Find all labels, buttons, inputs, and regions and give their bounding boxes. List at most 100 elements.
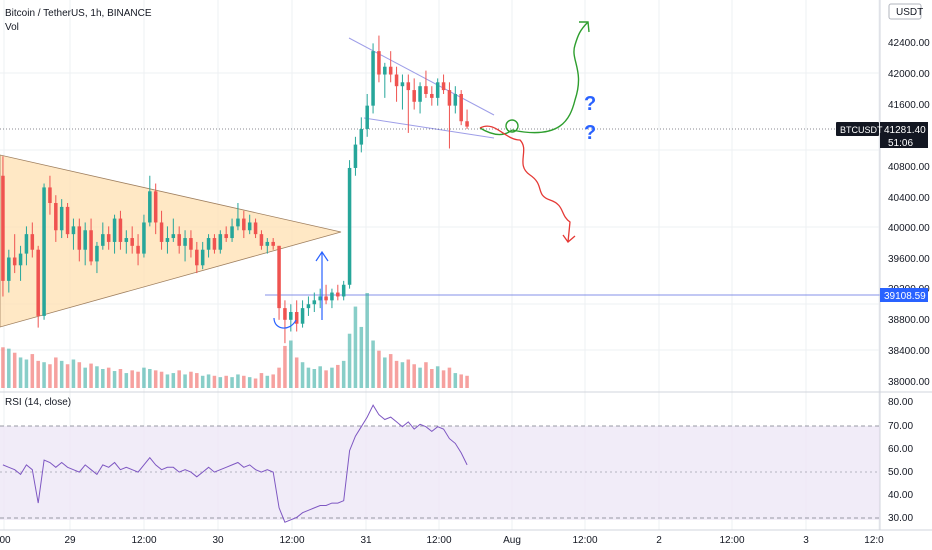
candle-body — [406, 82, 411, 91]
volume-bar — [347, 333, 352, 388]
bullish-circle-marker[interactable] — [505, 119, 519, 133]
volume-bar — [83, 367, 87, 388]
question-mark-upper: ? — [584, 93, 596, 115]
time-tick: 12:00 — [426, 535, 451, 546]
candle-body — [206, 238, 211, 250]
volume-bar — [165, 374, 170, 388]
volume-bar — [300, 362, 305, 388]
candle-body — [330, 292, 334, 301]
volume-bars — [1, 293, 469, 388]
volume-bar — [230, 377, 234, 388]
bearish-arrow-path[interactable] — [479, 125, 571, 243]
volume-bar — [106, 367, 111, 388]
volume-bar — [48, 364, 52, 388]
volume-bar — [177, 370, 181, 388]
candle-body — [83, 230, 87, 250]
candle-body — [200, 249, 205, 266]
candle-body — [277, 245, 281, 309]
candle-body — [347, 167, 352, 285]
candle-body — [195, 249, 199, 266]
volume-bar — [153, 370, 158, 388]
currency-badge[interactable] — [888, 3, 922, 20]
volume-bar — [400, 362, 405, 388]
candles — [1, 35, 469, 344]
chart-title[interactable]: Bitcoin / TetherUS, 1h, BINANCE — [5, 8, 152, 19]
candle-body — [165, 238, 170, 242]
price-axis[interactable]: USDT 42400.00 42000.00 41600.00 40800.00… — [888, 3, 930, 388]
volume-bar — [312, 369, 317, 388]
volume-bar — [271, 374, 275, 388]
candle-body — [212, 238, 217, 250]
volume-bar — [277, 367, 281, 388]
volume-bar — [195, 373, 199, 388]
volume-bar — [306, 367, 311, 388]
volume-bar — [447, 367, 452, 388]
candle-body — [441, 82, 446, 91]
candle-body — [236, 218, 240, 227]
symmetrical-triangle-pattern[interactable] — [0, 154, 342, 328]
volume-bar — [412, 364, 416, 388]
candle-body — [77, 226, 82, 250]
volume-bar — [36, 360, 40, 388]
volume-bar — [71, 359, 76, 388]
question-mark-lower: ? — [584, 122, 596, 144]
candle-body — [112, 218, 117, 242]
symbol-label: BTCUSDT — [840, 125, 883, 135]
volume-bar — [253, 378, 258, 388]
candle-body — [418, 86, 422, 102]
candle-body — [242, 218, 246, 231]
candle-body — [42, 187, 46, 316]
blue-hook-mark[interactable] — [273, 317, 297, 329]
candle-body — [341, 284, 346, 297]
candle-body — [365, 105, 369, 130]
volume-bar — [77, 362, 82, 388]
candle-body — [447, 90, 452, 106]
candle-body — [30, 234, 35, 250]
time-tick: 12:00 — [719, 535, 744, 546]
volume-bar — [318, 366, 322, 388]
price-tick: 41600.00 — [888, 100, 930, 111]
volume-label[interactable]: Vol — [5, 22, 19, 33]
candle-body — [353, 144, 358, 168]
volume-bar — [236, 374, 240, 388]
volume-bar — [247, 377, 252, 388]
volume-bar — [341, 360, 346, 388]
wedge-upper-line[interactable] — [348, 37, 495, 116]
blue-up-arrow[interactable] — [315, 250, 329, 320]
volume-bar — [224, 375, 228, 388]
candle-body — [300, 308, 305, 324]
volume-bar — [124, 373, 129, 388]
volume-bar — [283, 345, 287, 388]
time-tick: 30 — [212, 535, 224, 546]
candle-body — [400, 82, 405, 87]
candle-body — [312, 300, 317, 305]
time-tick: Aug — [503, 535, 521, 546]
volume-bar — [441, 370, 446, 388]
volume-bar — [89, 363, 93, 388]
rsi-label[interactable]: RSI (14, close) — [5, 397, 71, 408]
time-axis[interactable]: 00 29 12:00 30 12:00 31 12:00 Aug 12:00 … — [0, 535, 884, 546]
candle-body — [265, 241, 270, 246]
price-tick: 39600.00 — [888, 254, 930, 265]
volume-bar — [136, 371, 140, 388]
volume-bar — [330, 367, 334, 388]
candle-body — [377, 51, 381, 75]
time-tick: 2 — [656, 535, 662, 546]
volume-bar — [377, 350, 381, 388]
bullish-arrow-path[interactable] — [479, 21, 589, 136]
candle-body — [153, 191, 158, 223]
volume-bar — [24, 359, 29, 388]
volume-bar — [259, 373, 264, 388]
volume-bar — [59, 360, 64, 388]
time-tick: 12:00 — [279, 535, 304, 546]
wedge-lower-line[interactable] — [363, 117, 495, 139]
volume-bar — [206, 374, 211, 388]
candle-body — [324, 296, 328, 301]
volume-bar — [424, 362, 428, 388]
rsi-axis[interactable]: 80.00 70.00 60.00 50.00 40.00 30.00 — [888, 397, 913, 524]
volume-bar — [118, 369, 123, 388]
candle-body — [12, 257, 17, 266]
candle-body — [453, 93, 458, 106]
volume-bar — [54, 357, 58, 388]
